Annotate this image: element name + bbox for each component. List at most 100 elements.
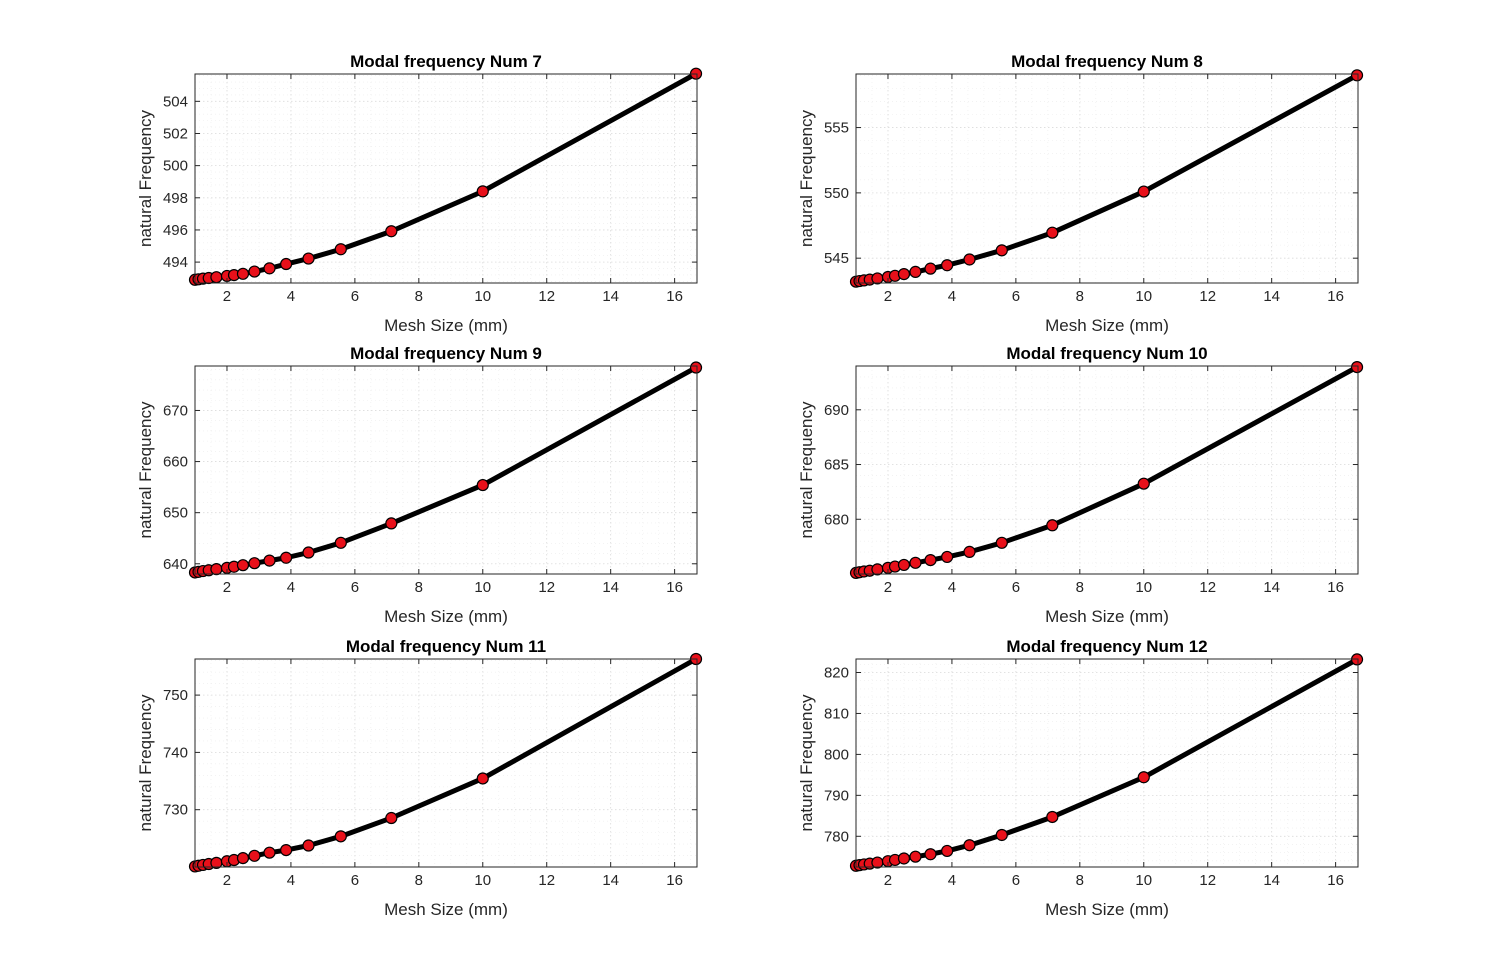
x-tick-label: 8 (1076, 872, 1084, 889)
x-tick-label: 12 (538, 872, 555, 889)
x-tick-label: 2 (884, 579, 892, 596)
grid (855, 659, 1358, 867)
grid (855, 74, 1358, 283)
y-tick-label: 740 (163, 744, 188, 761)
ticks: 2 4 6 8 10 12 14 16 640 650 660 670 (163, 366, 697, 596)
x-tick-label: 12 (1199, 579, 1216, 596)
x-tick-label: 16 (666, 288, 683, 305)
axes-box (855, 658, 1359, 868)
x-tick-label: 8 (1076, 288, 1084, 305)
y-tick-label: 660 (163, 454, 188, 471)
data-point (871, 272, 884, 285)
data-point (897, 268, 911, 281)
data-point (897, 558, 911, 572)
x-tick-label: 2 (223, 872, 231, 889)
axes-box (855, 73, 1359, 284)
subplot-2: 2 4 6 8 10 12 14 16 545 550 555 Modal frequency Num… (797, 52, 1364, 335)
y-tick-label: 555 (824, 120, 849, 137)
x-tick-label: 6 (351, 288, 359, 305)
subplot-1: 2 4 6 8 10 12 14 16 494 496 498 500 502 504 Modal freq… (136, 52, 703, 335)
y-axis-label: natural Frequency (797, 694, 816, 832)
subplot-5: 2 4 6 8 10 12 14 16 730 740 750 Modal frequency Num… (136, 637, 703, 919)
x-tick-label: 4 (287, 872, 295, 889)
data-point (302, 252, 315, 265)
x-tick-label: 12 (538, 579, 555, 596)
data-point (236, 559, 250, 572)
data-point (210, 271, 223, 284)
data-point (909, 556, 922, 569)
data-point (924, 262, 937, 275)
x-tick-label: 16 (1327, 288, 1344, 305)
x-tick-label: 6 (351, 872, 359, 889)
y-tick-label: 790 (824, 787, 849, 804)
x-tick-label: 6 (1012, 872, 1020, 889)
y-axis-label: natural Frequency (136, 109, 155, 247)
data-point (334, 830, 347, 843)
x-axis-label: Mesh Size (mm) (384, 607, 508, 626)
data-point (1350, 69, 1364, 82)
plot-area (195, 74, 697, 283)
data-point (263, 262, 276, 275)
ticks: 2 4 6 8 10 12 14 16 494 496 498 500 502 504 (163, 74, 697, 305)
y-tick-label: 800 (824, 746, 849, 763)
x-tick-label: 14 (1263, 288, 1280, 305)
data-point (248, 557, 261, 570)
y-tick-label: 494 (163, 254, 188, 271)
data-point (941, 259, 954, 272)
x-tick-label: 4 (287, 288, 295, 305)
x-tick-label: 8 (1076, 579, 1084, 596)
x-tick-label: 16 (1327, 579, 1344, 596)
y-tick-label: 690 (824, 402, 849, 419)
data-point (476, 478, 489, 492)
data-point (1350, 360, 1364, 374)
data-point (924, 553, 937, 567)
y-tick-label: 500 (163, 158, 188, 175)
x-tick-label: 12 (1199, 872, 1216, 889)
data-point (334, 243, 347, 256)
axes-box (194, 365, 698, 575)
data-point (924, 848, 937, 861)
grid (194, 74, 697, 283)
x-axis-label: Mesh Size (mm) (1045, 607, 1169, 626)
y-tick-label: 504 (163, 93, 188, 110)
data-point (334, 536, 347, 549)
x-tick-label: 4 (948, 288, 956, 305)
y-tick-label: 810 (824, 705, 849, 722)
x-tick-label: 14 (1263, 579, 1280, 596)
grid (855, 365, 1358, 575)
data-point (236, 267, 250, 280)
plot-area (195, 659, 697, 867)
x-axis-label: Mesh Size (mm) (384, 900, 508, 919)
x-axis-label: Mesh Size (mm) (384, 316, 508, 335)
axes-box (194, 658, 698, 868)
x-tick-label: 4 (948, 872, 956, 889)
chart-title: Modal frequency Num 8 (1011, 52, 1203, 71)
data-point (280, 257, 293, 271)
data-point (280, 551, 293, 564)
x-tick-label: 8 (415, 288, 423, 305)
x-tick-label: 8 (415, 579, 423, 596)
ticks: 2 4 6 8 10 12 14 16 730 740 750 (163, 659, 697, 889)
plot-area (195, 366, 697, 574)
data-point (236, 852, 250, 865)
x-tick-label: 14 (602, 288, 619, 305)
data-point (995, 244, 1008, 257)
y-tick-label: 502 (163, 125, 188, 142)
y-tick-label: 496 (163, 222, 188, 239)
ticks: 2 4 6 8 10 12 14 16 545 550 555 (824, 74, 1358, 305)
y-tick-label: 685 (824, 457, 849, 474)
ticks: 2 4 6 8 10 12 14 16 680 685 690 (824, 366, 1358, 596)
data-point (909, 850, 922, 863)
plot-area (856, 366, 1358, 574)
y-tick-label: 640 (163, 556, 188, 573)
x-tick-label: 10 (474, 288, 491, 305)
data-point (302, 839, 315, 852)
y-tick-label: 680 (824, 511, 849, 528)
x-tick-label: 4 (948, 579, 956, 596)
y-tick-label: 498 (163, 190, 188, 207)
data-point (385, 811, 398, 825)
data-point (248, 849, 261, 862)
y-axis-label: natural Frequency (797, 109, 816, 247)
